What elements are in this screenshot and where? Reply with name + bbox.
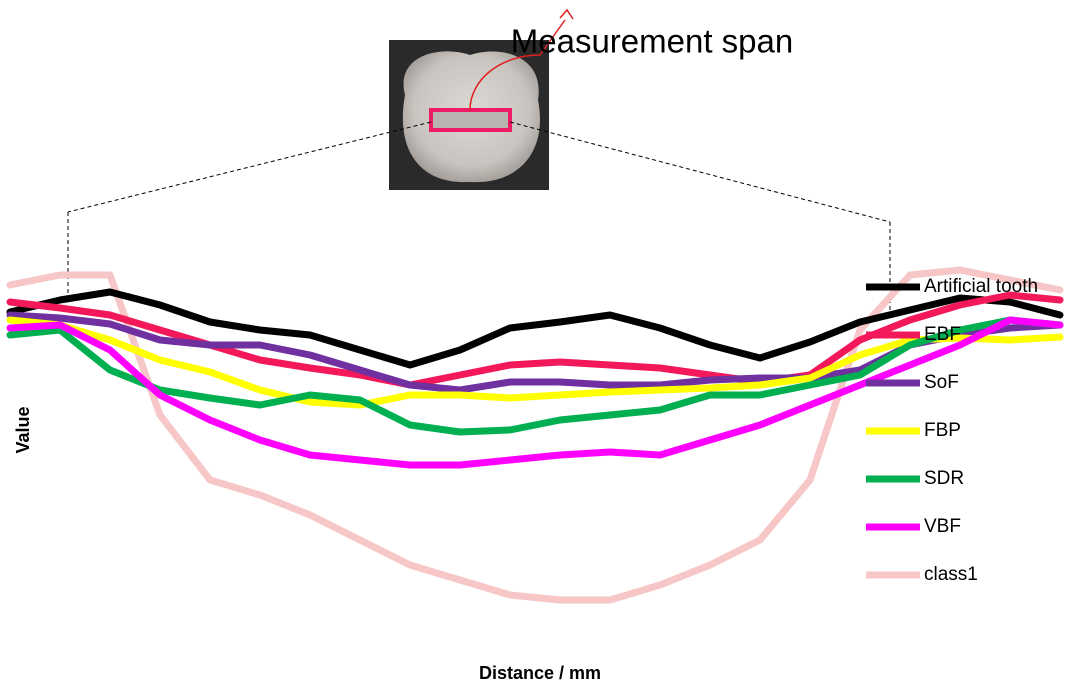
data-line: [6, 288, 1064, 369]
legend-label: Artificial tooth: [924, 276, 1038, 297]
legend-label: VBF: [924, 516, 961, 537]
data-line: [6, 266, 1064, 604]
legend-label: SDR: [924, 468, 964, 489]
data-line: [6, 316, 1064, 436]
data-line: [6, 291, 1064, 389]
chart-title: Measurement span: [511, 23, 793, 60]
legend-label: EBF: [924, 324, 961, 345]
legend-label: class1: [924, 564, 978, 585]
x-axis-label: Distance / mm: [479, 663, 601, 683]
data-line: [6, 316, 1064, 409]
data-line: [6, 316, 1064, 469]
legend-label: FBP: [924, 420, 961, 441]
legend-label: SoF: [924, 372, 959, 393]
y-axis-label: Value: [13, 406, 33, 453]
